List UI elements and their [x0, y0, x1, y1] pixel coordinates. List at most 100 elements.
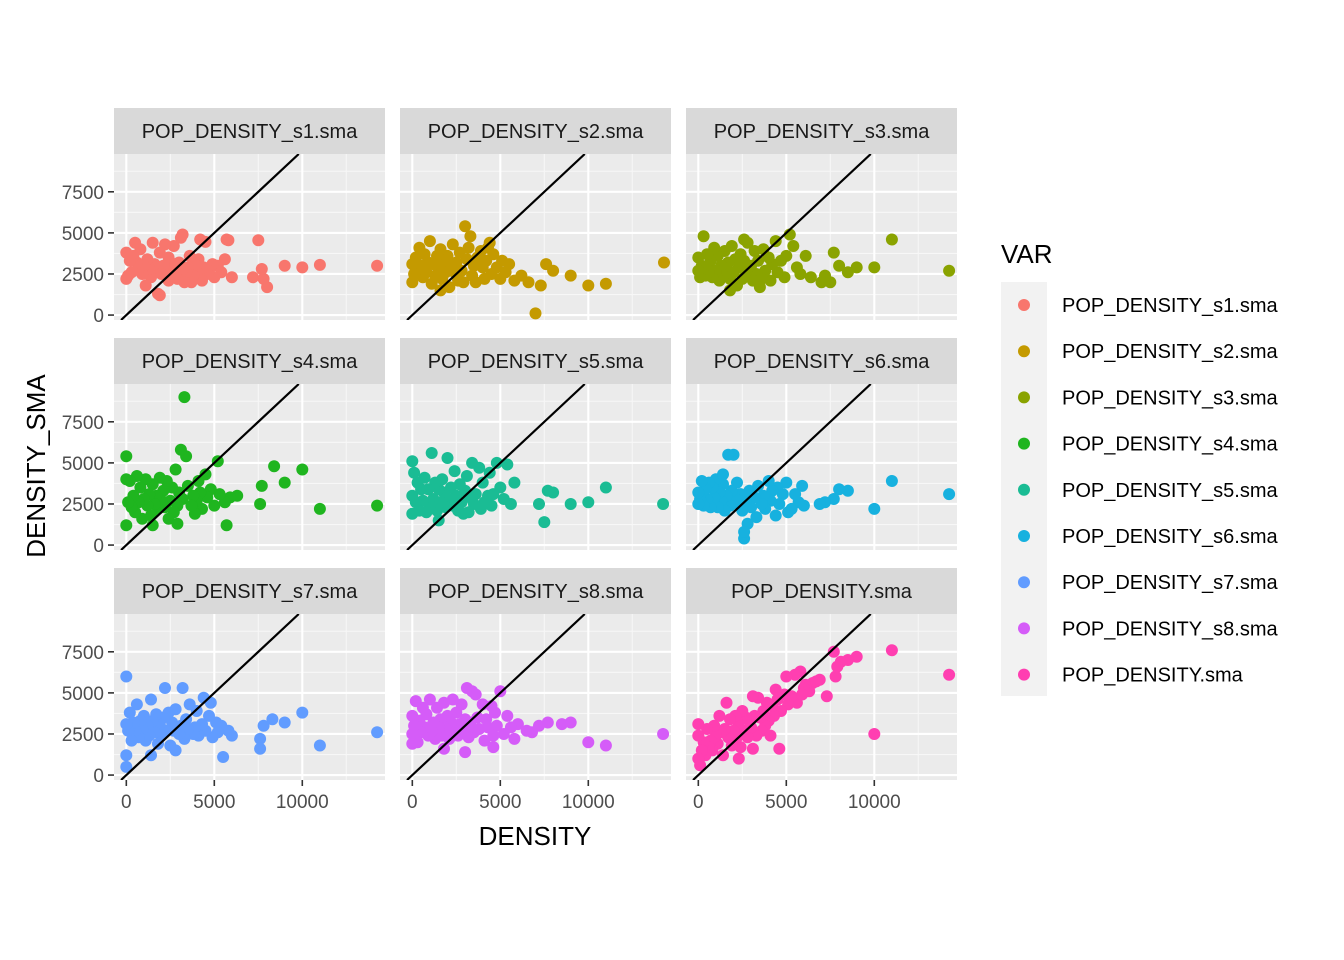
data-point [701, 723, 714, 735]
facet-panel: POP_DENSITY_s1.sma [114, 108, 385, 320]
point-series [406, 447, 670, 529]
legend-swatch [1018, 483, 1030, 496]
data-point [748, 245, 761, 257]
data-point [252, 234, 265, 247]
facet-strip [114, 108, 385, 154]
facet-strip-label: POP_DENSITY.sma [731, 581, 913, 603]
data-point [457, 276, 470, 289]
data-point [769, 683, 782, 696]
data-point [697, 230, 710, 243]
data-point [120, 519, 133, 532]
legend-label: POP_DENSITY.sma [1062, 665, 1244, 687]
data-point [717, 468, 729, 481]
facet-panel: POP_DENSITY_s3.sma [686, 108, 957, 320]
legend-label: POP_DENSITY_s5.sma [1062, 480, 1279, 502]
data-point [738, 233, 751, 246]
axes-layer: 0 2500 5000 7500 0 2500 5000 7500 0 2500 5000 7500 0… [62, 183, 901, 813]
data-point [790, 261, 803, 274]
data-point [406, 737, 419, 750]
legend-swatch [1018, 530, 1030, 542]
legend-swatch [1018, 391, 1030, 404]
identity-line [406, 614, 586, 780]
data-point [717, 749, 729, 762]
legend-label: POP_DENSITY_s8.sma [1062, 618, 1279, 640]
data-point [692, 251, 705, 264]
data-point [122, 496, 135, 509]
data-point [406, 258, 419, 271]
legend-swatch [1018, 345, 1030, 358]
data-point [497, 728, 510, 740]
x-tick-label: 0 [121, 792, 132, 813]
data-point [773, 742, 786, 755]
data-point [657, 498, 670, 510]
x-axis-title: DENSITY [479, 821, 592, 851]
data-point [833, 259, 846, 272]
facet-strip [400, 568, 671, 614]
data-point [185, 499, 198, 512]
panel-background [114, 614, 385, 780]
data-point [146, 236, 159, 249]
data-point [943, 488, 956, 501]
facet-panel: POP_DENSITY_s2.sma [400, 108, 671, 320]
data-point [508, 476, 521, 489]
legend-items: POP_DENSITY_s1.sma POP_DENSITY_s2.sma POP_… [1018, 295, 1279, 687]
data-point [431, 701, 443, 714]
identity-line [692, 384, 872, 550]
data-point [296, 261, 309, 274]
x-tick-label: 10000 [848, 792, 901, 813]
identity-line [406, 154, 586, 320]
data-point [120, 473, 133, 486]
y-tick-label: 7500 [62, 413, 104, 434]
data-point [120, 749, 133, 762]
data-point [564, 269, 577, 282]
data-point [555, 718, 568, 731]
legend-label: POP_DENSITY_s1.sma [1062, 295, 1279, 317]
data-point [789, 488, 802, 501]
data-point [213, 488, 226, 501]
y-tick-label: 2500 [62, 265, 104, 286]
data-point [254, 732, 267, 745]
facet-panel: POP_DENSITY.sma [686, 568, 957, 780]
data-point [255, 263, 268, 275]
y-tick-label: 7500 [62, 643, 104, 664]
data-point [406, 507, 419, 520]
data-point [692, 729, 705, 742]
data-point [478, 734, 491, 747]
identity-line [120, 384, 300, 550]
data-point [943, 668, 956, 681]
data-point [406, 728, 419, 740]
x-tick-label: 10000 [276, 792, 329, 813]
data-point [169, 463, 182, 476]
facet-strip-label: POP_DENSITY_s1.sma [142, 121, 359, 143]
y-tick-label: 5000 [62, 454, 104, 475]
data-point [868, 502, 881, 515]
data-point [508, 274, 521, 287]
legend-label: POP_DENSITY_s3.sma [1062, 387, 1279, 409]
data-point [176, 228, 189, 241]
y-tick-label: 7500 [62, 183, 104, 204]
data-point [476, 476, 489, 489]
data-point [178, 391, 191, 404]
data-point [313, 258, 326, 271]
data-point [171, 517, 184, 530]
data-point [268, 460, 281, 473]
data-point [460, 470, 473, 482]
data-point [187, 489, 200, 502]
data-point [494, 272, 507, 285]
facet-panel: POP_DENSITY_s5.sma [400, 338, 671, 550]
data-point [540, 258, 553, 271]
data-point [582, 279, 595, 292]
data-point [599, 481, 612, 494]
data-point [752, 479, 765, 492]
facet-strip-label: POP_DENSITY_s4.sma [142, 351, 359, 373]
facet-strip [400, 338, 671, 384]
panels-layer: POP_DENSITY_s1.sma POP_DENSITY_s2.sma POP_… [114, 108, 957, 780]
data-point [139, 279, 152, 292]
data-point [657, 728, 670, 740]
facet-strip [686, 338, 957, 384]
data-point [145, 749, 157, 762]
data-point [220, 233, 233, 246]
x-tick-label: 0 [407, 792, 418, 813]
y-tick-label: 0 [93, 306, 104, 327]
point-series [692, 228, 956, 297]
